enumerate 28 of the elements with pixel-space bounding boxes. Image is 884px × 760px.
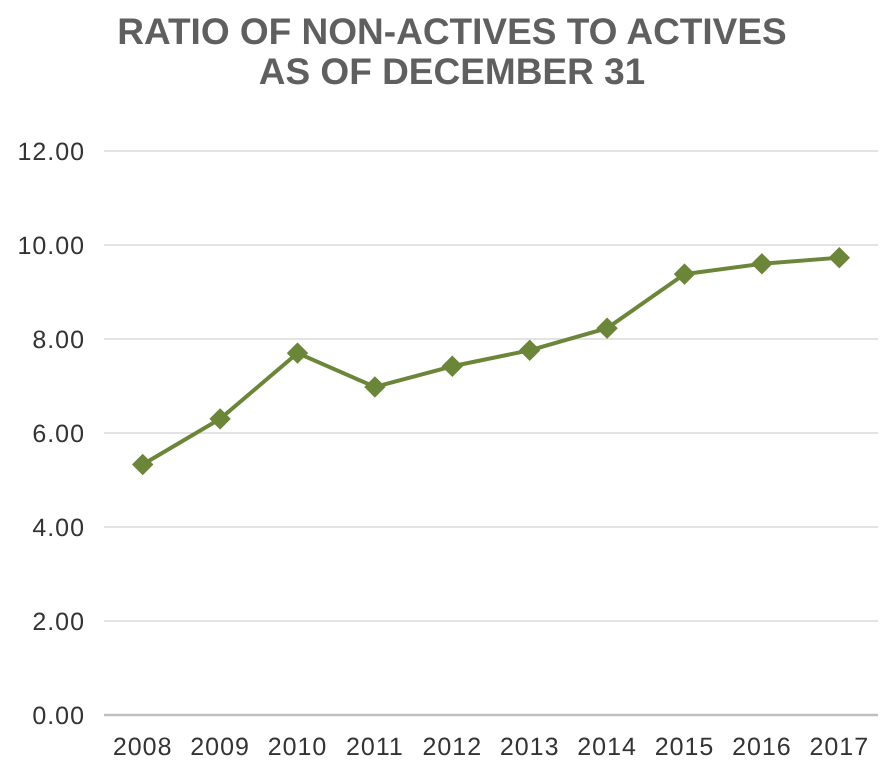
- y-tick-label: 2.00: [32, 608, 85, 636]
- x-tick-label: 2010: [268, 732, 328, 760]
- y-tick-label: 4.00: [32, 514, 85, 542]
- x-tick-label: 2009: [190, 732, 250, 760]
- point: [674, 264, 695, 285]
- point: [442, 356, 463, 377]
- point: [828, 247, 850, 268]
- point: [519, 340, 540, 361]
- point: [751, 253, 772, 274]
- x-tick-label: 2016: [732, 732, 792, 760]
- x-tick-label: 2015: [654, 732, 714, 760]
- y-tick-label: 0.00: [32, 702, 85, 730]
- point: [596, 318, 618, 339]
- x-tick-label: 2008: [112, 732, 173, 760]
- x-tick-label: 2014: [577, 732, 637, 760]
- point: [210, 408, 231, 430]
- x-tick-label: 2011: [346, 732, 404, 760]
- point: [364, 376, 386, 398]
- y-tick-label: 12.00: [17, 138, 85, 166]
- x-tick-label: 2017: [809, 732, 870, 760]
- y-tick-label: 10.00: [17, 232, 85, 260]
- x-tick-label: 2012: [422, 732, 482, 760]
- chart-title: RATIO OF NON-ACTIVES TO ACTIVES AS OF DECEMBER 31: [116, 11, 788, 92]
- y-tick-label: 6.00: [32, 420, 85, 448]
- x-tick-label: 2013: [500, 732, 560, 760]
- y-tick-label: 8.00: [32, 326, 85, 354]
- point: [132, 454, 154, 475]
- point: [287, 342, 308, 364]
